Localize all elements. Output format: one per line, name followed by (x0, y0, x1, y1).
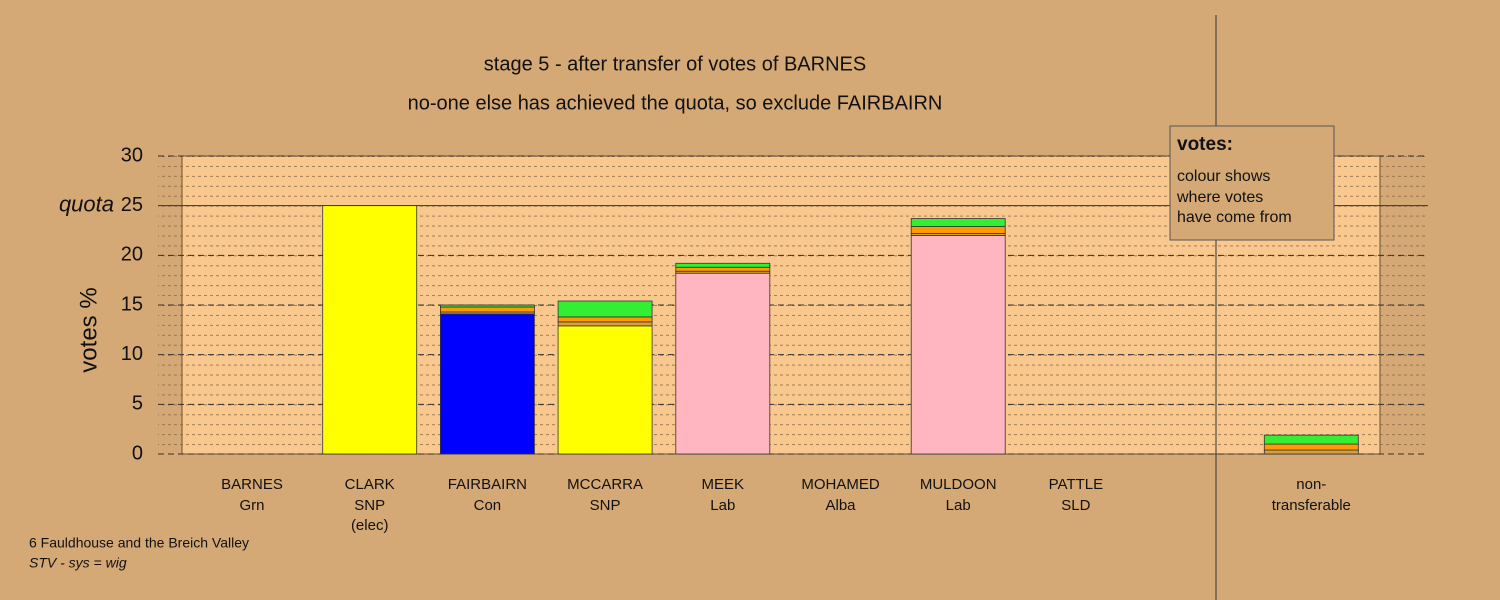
x-tick-sublabel: SNP (354, 497, 385, 514)
bar-segment (557, 321, 653, 327)
x-tick-label: CLARK (345, 476, 395, 493)
bar-segment (1263, 443, 1359, 451)
x-tick-sublabel: transferable (1272, 497, 1351, 514)
legend-title: votes: (1177, 134, 1233, 155)
legend-box (1169, 125, 1335, 241)
bar-segment (675, 272, 771, 455)
footer: 6 Fauldhouse and the Breich Valley (29, 535, 249, 551)
y-tick-label: 20 (121, 244, 143, 266)
legend-text: where votes (1176, 189, 1263, 206)
x-tick-label: FAIRBAIRN (448, 476, 527, 493)
x-tick-sublabel: Alba (825, 497, 856, 514)
legend-text: have come from (1177, 209, 1292, 226)
x-tick-label: non- (1296, 476, 1326, 493)
x-tick-sublabel: SNP (590, 497, 621, 514)
footer: STV - sys = wig (29, 555, 127, 571)
x-tick-sublabel: SLD (1061, 497, 1090, 514)
quota-label: quota (59, 191, 114, 216)
x-tick-note: (elec) (351, 517, 389, 534)
x-tick-label: MEEK (702, 476, 745, 493)
bar-segment (1263, 434, 1359, 445)
bar-segment (910, 235, 1006, 455)
bar-segment (557, 316, 653, 323)
bar-segment (675, 266, 771, 272)
x-tick-label: MCCARRA (567, 476, 643, 493)
x-tick-label: MULDOON (920, 476, 997, 493)
y-tick-label: 10 (121, 343, 143, 365)
bar-segment (675, 262, 771, 268)
bar-segment (439, 313, 535, 455)
y-tick-label: 25 (121, 194, 143, 216)
bar-segment (910, 218, 1006, 227)
x-tick-label: MOHAMED (801, 476, 880, 493)
x-tick-label: BARNES (221, 476, 283, 493)
bar-segment (1263, 449, 1359, 455)
chart-subtitle: no-one else has achieved the quota, so e… (408, 92, 943, 114)
x-tick-sublabel: Con (474, 497, 502, 514)
bar-segment (910, 226, 1006, 234)
y-tick-label: 5 (132, 393, 143, 415)
y-tick-label: 0 (132, 442, 143, 464)
bar-segment (557, 300, 653, 318)
bar-segment (439, 306, 535, 313)
legend: votes: colour shows where votes have com… (1169, 125, 1335, 241)
x-tick-sublabel: Lab (946, 497, 971, 514)
chart-title: stage 5 - after transfer of votes of BAR… (484, 53, 866, 75)
y-axis-label: votes % (75, 287, 102, 372)
y-tick-label: 15 (121, 293, 143, 315)
bar-segment (322, 205, 418, 455)
y-tick-label: 30 (121, 144, 143, 166)
bar-segment (439, 304, 535, 308)
x-tick-label: PATTLE (1049, 476, 1103, 493)
legend-text: colour shows (1177, 168, 1270, 185)
x-tick-sublabel: Grn (239, 497, 264, 514)
x-tick-sublabel: Lab (710, 497, 735, 514)
bar-segment (557, 325, 653, 455)
